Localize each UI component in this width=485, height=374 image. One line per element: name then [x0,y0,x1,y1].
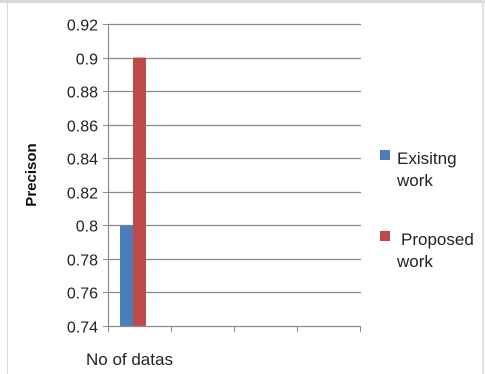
gridlines [108,23,361,294]
chart-frame-right [482,0,484,374]
y-tick-label: 0.8 [76,219,98,236]
y-tick-label: 0.86 [67,119,98,136]
legend: Exisitng work Proposed work [380,149,474,271]
axes [103,24,361,332]
y-tick-label: 0.82 [67,186,98,203]
y-axis-label: Precison [23,143,40,206]
legend-swatch [380,150,390,160]
y-tick-label: 0.92 [67,18,98,35]
legend-swatch [380,231,390,241]
chart-frame-left [7,0,8,374]
legend-label: work [396,171,433,190]
legend-label: work [396,252,433,271]
y-tick-label: 0.78 [67,253,98,270]
x-axis-label: No of datas [86,350,173,369]
y-tick-label: 0.9 [76,52,98,69]
y-tick-labels: 0.92 0.9 0.88 0.86 0.84 0.82 0.8 0.78 0.76 0.74 [67,18,98,337]
y-tick-label: 0.76 [67,286,98,303]
bar-existing [120,225,133,326]
bar-proposed [133,57,146,327]
legend-label: Exisitng [397,149,457,168]
chart-frame-top [0,0,485,3]
legend-label: Proposed [401,230,474,249]
y-tick-label: 0.74 [67,320,98,337]
y-tick-label: 0.84 [67,152,98,169]
bars [120,57,146,327]
y-tick-label: 0.88 [67,85,98,102]
